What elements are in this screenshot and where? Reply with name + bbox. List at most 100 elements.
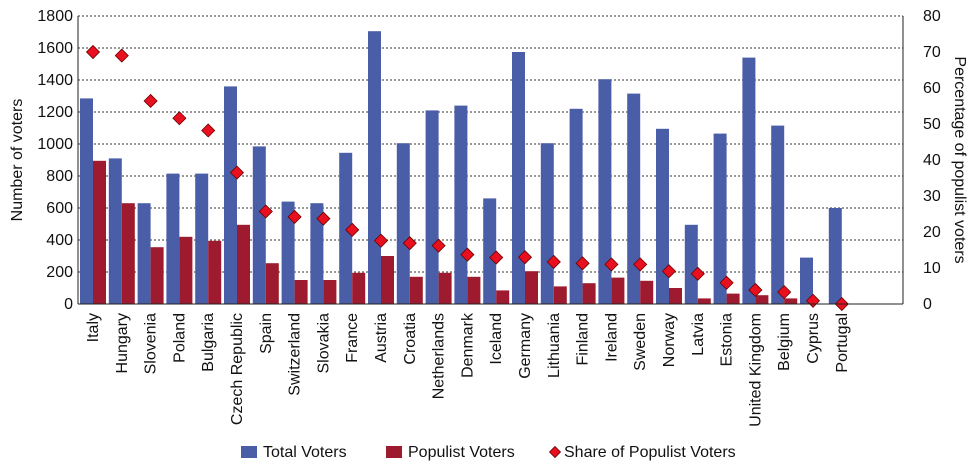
category-label: Belgium <box>776 313 793 371</box>
populist-voters-bar <box>237 224 250 304</box>
category-label: Czech Republic <box>229 313 246 425</box>
total-voters-bar <box>224 86 237 305</box>
populist-voters-bar <box>294 280 308 304</box>
legend-label-total: Total Voters <box>263 444 347 461</box>
legend-swatch-total <box>241 446 257 458</box>
share-marker <box>661 264 677 279</box>
y-tick-label: 200 <box>46 264 73 281</box>
total-voters-bar <box>627 93 641 304</box>
y-tick-label: 1600 <box>37 40 73 57</box>
category-label: Hungary <box>114 313 131 373</box>
populist-voters-bar <box>438 272 452 304</box>
category-label: Croatia <box>402 313 419 365</box>
total-voters-bar <box>281 201 295 304</box>
populist-voters-bar <box>640 280 654 304</box>
populist-voters-bar <box>582 283 596 304</box>
share-marker <box>258 204 273 219</box>
total-voters-bar <box>252 146 266 304</box>
share-marker <box>201 123 216 138</box>
category-label: Estonia <box>719 313 736 366</box>
y2-tick-label: 0 <box>923 296 932 313</box>
y2-tick-label: 10 <box>923 260 941 277</box>
share-marker <box>172 111 187 126</box>
y-tick-label: 0 <box>64 296 73 313</box>
share-marker <box>460 247 475 262</box>
category-label: Germany <box>517 313 534 379</box>
category-label: Switzerland <box>287 313 304 396</box>
populist-voters-bar <box>611 277 625 304</box>
total-voters-bar <box>310 203 324 304</box>
y-tick-label: 1000 <box>37 136 73 153</box>
bars <box>80 31 842 305</box>
populist-voters-bar <box>265 263 279 304</box>
total-voters-bar <box>684 224 698 304</box>
total-voters-bar <box>713 133 727 304</box>
category-label: Austria <box>373 313 390 363</box>
share-marker <box>143 93 158 109</box>
total-voters-bar <box>569 108 583 304</box>
axes <box>77 16 904 305</box>
total-voters-bar <box>828 208 842 304</box>
y-tick-label: 400 <box>46 232 73 249</box>
y-tick-label: 1400 <box>37 72 73 89</box>
category-label: Slovakia <box>315 313 332 374</box>
category-label: Iceland <box>488 313 505 365</box>
total-voters-bar <box>108 158 122 304</box>
y2-tick-label: 80 <box>923 8 941 25</box>
populist-voters-bar <box>150 247 164 304</box>
y2-tick-label: 60 <box>923 80 941 97</box>
legend-label-share: Share of Populist Voters <box>564 444 736 461</box>
total-voters-bar <box>454 105 468 304</box>
category-label: Spain <box>258 313 275 354</box>
category-label: Bulgaria <box>200 313 217 372</box>
total-voters-bar <box>598 79 612 304</box>
total-voters-bar <box>800 257 813 304</box>
populist-voters-bar <box>467 276 481 304</box>
share-marker <box>633 257 648 272</box>
y2-tick-label: 70 <box>923 44 941 61</box>
left-axis-ticks: 0 200 400 600 800 1000 1200 1400 1600 1800 <box>37 8 73 313</box>
populist-voters-bar <box>208 240 222 304</box>
populist-voters-bar <box>381 256 394 304</box>
category-label: Ireland <box>603 313 620 362</box>
category-label: France <box>344 313 361 363</box>
category-label: Norway <box>661 313 678 367</box>
y2-tick-label: 20 <box>923 224 941 241</box>
legend-label-populist: Populist Voters <box>408 444 515 461</box>
total-voters-bar <box>656 128 669 304</box>
populist-voters-bar <box>496 290 510 304</box>
share-marker <box>546 254 561 269</box>
y2-tick-label: 50 <box>923 116 941 133</box>
share-marker <box>114 48 129 63</box>
legend: Total Voters Populist Voters Share of Popu… <box>241 444 736 461</box>
populist-voters-bar <box>179 236 193 304</box>
populist-voters-bar <box>352 272 366 304</box>
share-marker <box>777 285 792 300</box>
category-label: Sweden <box>632 313 649 371</box>
share-marker <box>690 266 705 281</box>
total-voters-bar <box>339 152 353 304</box>
category-label: Finland <box>575 313 592 365</box>
populist-voters-bar <box>669 288 682 304</box>
y-axis-label: Number of voters <box>9 99 26 222</box>
populist-voters-bar <box>121 203 135 304</box>
share-marker <box>345 222 360 237</box>
y2-tick-label: 40 <box>923 152 941 169</box>
y2-axis-label: Percentage of populist voters <box>951 56 968 263</box>
category-label: United Kingdom <box>747 313 764 427</box>
share-marker <box>287 209 302 224</box>
category-label: Latvia <box>690 313 707 356</box>
populist-voters-bar <box>409 276 423 304</box>
y-tick-label: 1800 <box>37 8 73 25</box>
total-voters-bar <box>483 198 497 304</box>
category-label: Italy <box>85 313 102 342</box>
populist-voters-bar <box>784 298 798 304</box>
populist-voters-bar <box>697 298 711 304</box>
share-marker <box>517 250 533 265</box>
share-markers <box>85 44 849 312</box>
total-voters-bar <box>771 125 785 304</box>
total-voters-bar <box>166 173 180 304</box>
share-marker <box>575 256 590 271</box>
share-marker <box>431 238 446 253</box>
